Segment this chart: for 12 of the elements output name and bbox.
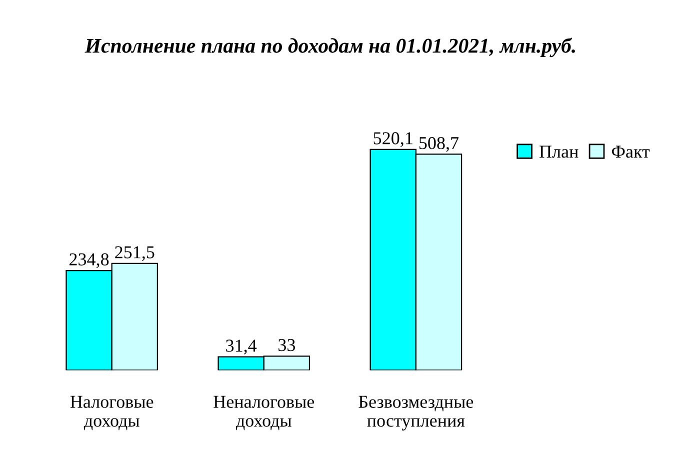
- data-label: 520,1: [374, 132, 412, 147]
- x-tick-label: Безвозмездные поступления: [358, 396, 474, 430]
- data-label: 508,7: [419, 136, 459, 152]
- x-tick-label: Налоговые доходы: [70, 396, 154, 430]
- x-tick-label: Неналоговые доходы: [214, 396, 314, 430]
- data-label: 31,4: [226, 340, 257, 354]
- data-label: 234,8: [70, 253, 109, 268]
- legend-label: Факт: [612, 146, 650, 158]
- data-label: 33: [278, 338, 296, 352]
- legend-label: План: [540, 146, 578, 158]
- data-label: 251,5: [115, 246, 154, 261]
- chart-title: Исполнение плана по доходам на 01.01.2021, млн.руб.: [84, 38, 575, 58]
